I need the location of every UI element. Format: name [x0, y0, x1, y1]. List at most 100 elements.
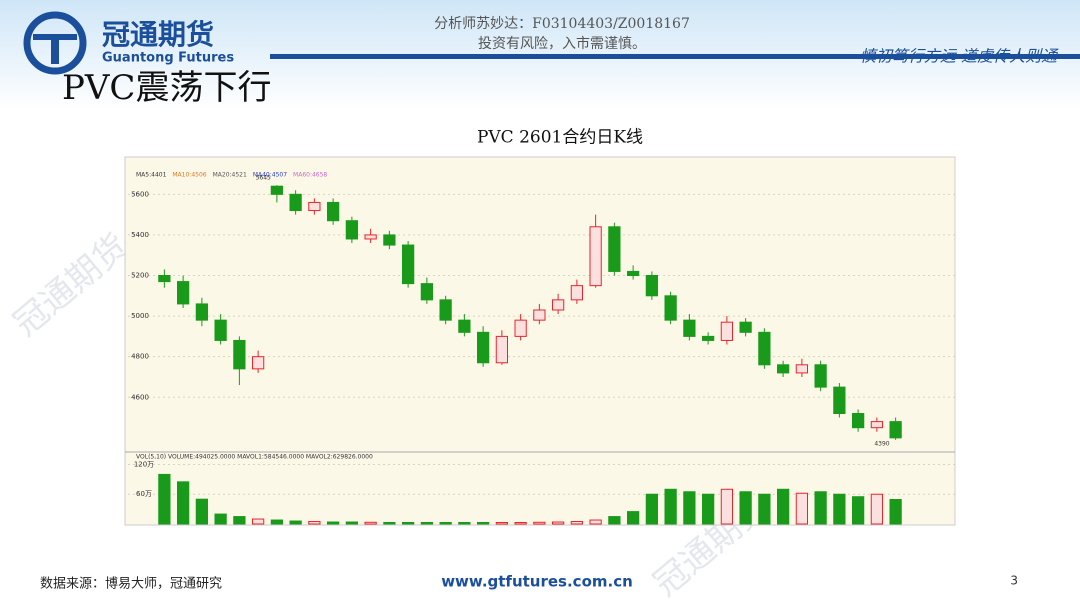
candle-body [870, 421, 883, 429]
volume-bar [645, 493, 658, 525]
candle-body [345, 220, 358, 240]
logo-stem [51, 40, 59, 64]
candle-body [402, 244, 415, 285]
candle-body [495, 335, 508, 364]
candle-body [777, 364, 790, 374]
volume-bar [833, 493, 846, 525]
y-tick-label: 4800 [131, 353, 149, 361]
candle-body [158, 275, 171, 283]
volume-bar [589, 519, 602, 525]
volume-bar [664, 488, 677, 525]
y-tick-label: 5400 [131, 231, 149, 239]
volume-bar [627, 511, 640, 525]
volume-bar [364, 521, 377, 525]
candle-body [589, 226, 602, 287]
volume-bar [383, 522, 396, 525]
ma-legend: MA10:4506 [172, 172, 206, 179]
candle-body [439, 299, 452, 321]
candle-body [177, 281, 190, 305]
candle-body [814, 364, 827, 388]
max-label: 5645 [256, 175, 271, 182]
candle-body [308, 201, 321, 212]
slogan: 慎初笃行方远 道虔传人则通 [860, 47, 1059, 66]
candle-body [420, 283, 433, 301]
candle-body [833, 386, 846, 414]
volume-bar [420, 522, 433, 525]
volume-bar [252, 518, 265, 525]
volume-bar [889, 498, 902, 525]
candle-body [383, 234, 396, 246]
candle-body [289, 193, 302, 212]
candle-body [758, 331, 771, 366]
volume-bar [327, 521, 340, 525]
volume-bar [683, 491, 696, 525]
candle-body [608, 226, 621, 272]
candle-body [327, 201, 340, 222]
ma-legend: MA5:4401 [136, 172, 167, 179]
analyst: 分析师苏妙达：F03104403/Z0018167 [434, 16, 690, 32]
volume-bar [402, 522, 415, 525]
volume-bar [458, 522, 471, 525]
candle-body [570, 285, 583, 301]
y-tick-label: 5000 [131, 312, 149, 320]
candle-body [270, 185, 283, 195]
volume-bar [233, 516, 246, 525]
candle-body [458, 319, 471, 333]
candle-body [720, 321, 733, 341]
risk: 投资有风险，入市需谨慎。 [478, 35, 646, 52]
y-tick-label: 5600 [131, 190, 149, 198]
candle-body [195, 303, 208, 321]
candle-body [795, 364, 808, 374]
chart-title: PVC 2601合约日K线 [477, 128, 643, 148]
vol-tick-label: 120万 [134, 460, 154, 468]
volume-bar [739, 491, 752, 525]
volume-bar [608, 516, 621, 525]
vol-legend: VOL(5,10) VOLUME:494025.0000 MAVOL1:5845… [136, 454, 373, 461]
volume-bar [289, 520, 302, 525]
company: 冠通期货 [102, 18, 214, 51]
vol-tick-label: 60万 [136, 490, 152, 498]
candle-body [533, 309, 546, 321]
candle-body [252, 356, 265, 370]
candle-body [683, 319, 696, 337]
volume-bar [514, 522, 527, 525]
candle-body [552, 299, 565, 311]
candle-body [852, 413, 865, 429]
volume-bar [345, 521, 358, 525]
candle-body [233, 339, 246, 370]
candle-body [627, 270, 640, 276]
volume-bar [795, 492, 808, 525]
volume-bar [158, 473, 171, 525]
volume-bar [702, 493, 715, 525]
volume-bar [214, 513, 227, 525]
volume-bar [195, 498, 208, 525]
candle-body [477, 331, 490, 364]
volume-bar [308, 521, 321, 525]
candle-body [645, 275, 658, 297]
logo [23, 11, 87, 75]
y-tick-label: 5200 [131, 272, 149, 280]
header-rule [270, 54, 1080, 59]
page-number: 3 [1010, 574, 1018, 588]
volume-bar [758, 493, 771, 525]
watermark: 冠通期货 [6, 226, 136, 344]
candle-body [364, 234, 377, 240]
volume-bar [533, 521, 546, 525]
ma-legend: MA40:4507 [253, 172, 287, 179]
logo-bar [33, 34, 77, 40]
ma-legend: MA60:4658 [293, 172, 327, 179]
candle-body [214, 319, 227, 341]
volume-bar [852, 496, 865, 525]
chart-frame [124, 156, 956, 526]
volume-bar [777, 488, 790, 525]
volume-bar [552, 521, 565, 525]
company-en: Guantong Futures [102, 51, 234, 66]
volume-bar [814, 491, 827, 525]
volume-bar [270, 519, 283, 525]
y-tick-label: 4600 [131, 393, 149, 401]
candle-body [889, 421, 902, 439]
url: www.gtfutures.com.cn [441, 573, 633, 591]
source: 数据来源：博易大师，冠通研究 [40, 577, 222, 592]
candle-body [664, 295, 677, 321]
